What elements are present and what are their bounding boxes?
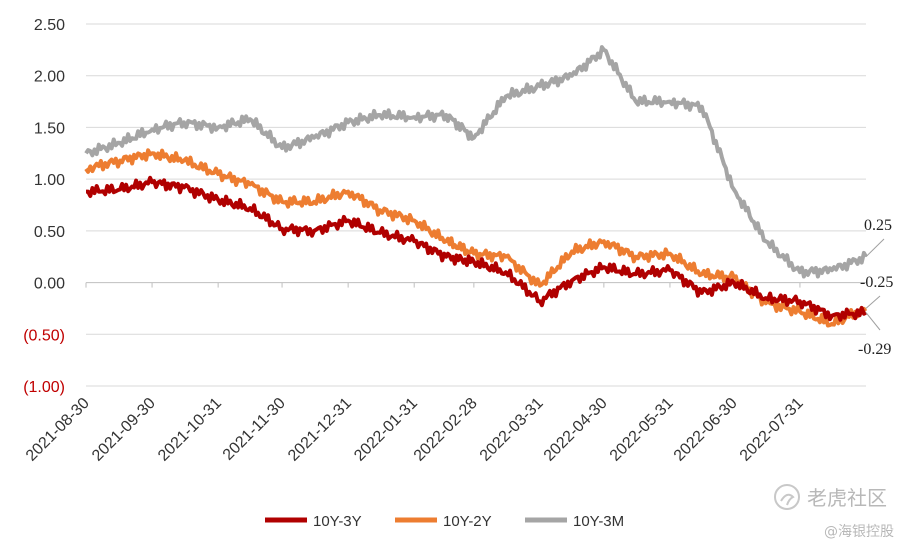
annotation-label: -0.29	[858, 341, 891, 358]
tiger-logo-icon	[774, 484, 800, 510]
legend-label: 10Y-2Y	[443, 513, 492, 530]
watermark: 老虎社区 @海银控股	[774, 484, 894, 540]
y-tick-label: 2.50	[34, 17, 65, 34]
x-tick-label: 2022-03-31	[477, 395, 547, 465]
series-lines	[84, 45, 868, 328]
x-tick-label: 2022-01-31	[351, 395, 421, 465]
x-tick-label: 2022-02-28	[411, 395, 481, 465]
x-axis-tick-labels: 2021-08-302021-09-302021-10-312021-11-30…	[23, 282, 807, 465]
legend: 10Y-3Y 10Y-2Y 10Y-3M	[265, 513, 624, 530]
y-tick-label: (1.00)	[23, 379, 65, 396]
annotation-leader	[865, 295, 881, 309]
annotation-label: -0.25	[860, 274, 893, 291]
x-tick-label: 2021-08-30	[23, 395, 93, 465]
gridlines	[86, 23, 866, 387]
x-tick-label: 2022-06-30	[671, 395, 741, 465]
y-tick-label: (0.50)	[23, 327, 65, 344]
y-tick-label: 1.50	[34, 120, 65, 137]
x-tick-label: 2021-09-30	[89, 395, 159, 465]
y-tick-label: 1.00	[34, 172, 65, 189]
x-tick-label: 2021-12-31	[285, 395, 355, 465]
y-tick-label: 0.00	[34, 276, 65, 293]
legend-label: 10Y-3Y	[313, 513, 362, 530]
y-axis-tick-labels: 2.50 2.00 1.50 1.00 0.50 0.00 (0.50) (1.00)	[23, 17, 65, 396]
x-tick-label: 2022-07-31	[737, 395, 807, 465]
y-tick-label: 0.50	[34, 224, 65, 241]
series-line	[86, 175, 867, 322]
legend-label: 10Y-3M	[573, 513, 624, 530]
end-value-annotations: 0.25 -0.25 -0.29	[858, 217, 893, 358]
watermark-brand: 老虎社区	[807, 486, 887, 510]
y-tick-label: 2.00	[34, 69, 65, 86]
x-tick-label: 2022-05-31	[607, 395, 677, 465]
x-tick-label: 2021-11-30	[220, 395, 289, 464]
watermark-handle: @海银控股	[824, 524, 894, 540]
x-tick-label: 2022-04-30	[541, 395, 611, 465]
series-line	[84, 148, 868, 328]
annotation-leader	[865, 238, 885, 258]
annotation-leader	[865, 312, 881, 331]
series-line	[84, 45, 868, 279]
x-tick-label: 2021-10-31	[155, 395, 225, 465]
annotation-label: 0.25	[864, 217, 892, 234]
